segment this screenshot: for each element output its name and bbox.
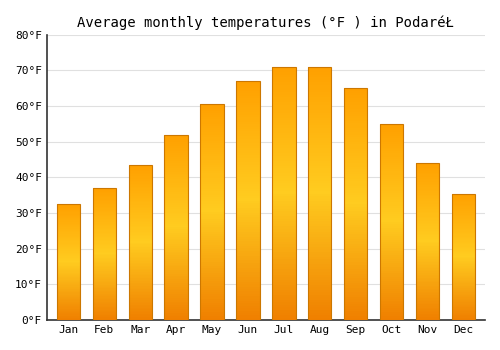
Bar bbox=[236, 81, 260, 320]
Bar bbox=[164, 135, 188, 320]
Bar bbox=[92, 188, 116, 320]
Bar bbox=[56, 204, 80, 320]
Bar bbox=[128, 165, 152, 320]
Bar bbox=[308, 67, 332, 320]
Bar bbox=[452, 194, 475, 320]
Bar bbox=[344, 88, 368, 320]
Bar bbox=[416, 163, 439, 320]
Bar bbox=[200, 104, 224, 320]
Title: Average monthly temperatures (°F ) in PodaréŁ: Average monthly temperatures (°F ) in Po… bbox=[78, 15, 454, 29]
Bar bbox=[272, 67, 295, 320]
Bar bbox=[380, 124, 404, 320]
